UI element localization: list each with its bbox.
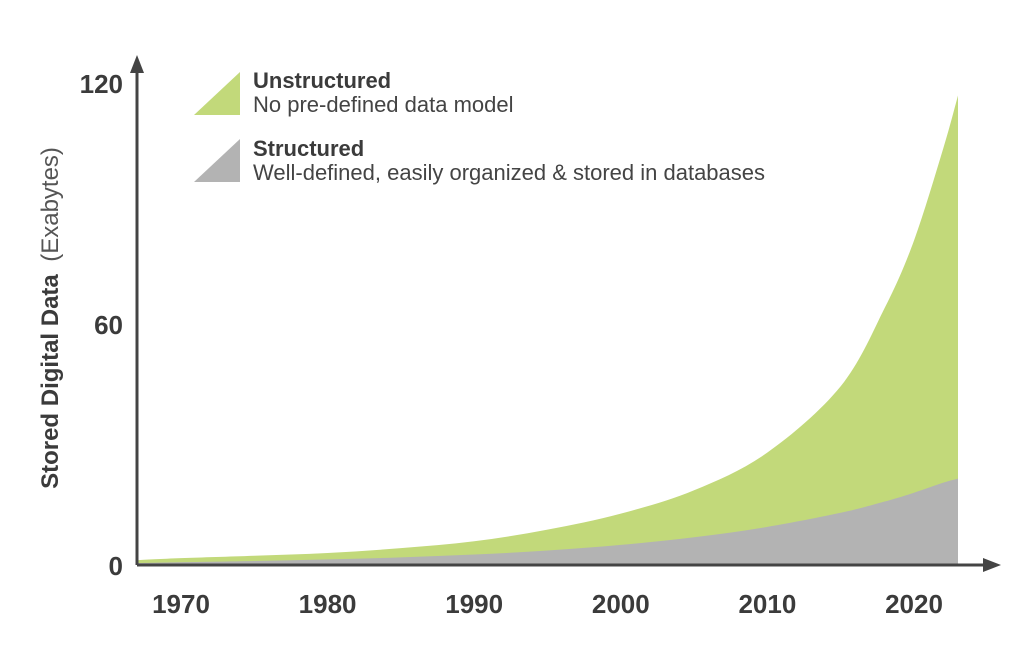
legend-swatch-structured bbox=[194, 139, 240, 182]
x-tick-label: 2000 bbox=[592, 589, 650, 619]
x-tick-label: 2020 bbox=[885, 589, 943, 619]
legend: Unstructured No pre-defined data model S… bbox=[194, 68, 765, 185]
x-tick-label: 2010 bbox=[738, 589, 796, 619]
x-tick-label: 1970 bbox=[152, 589, 210, 619]
axes-group bbox=[130, 55, 1001, 572]
legend-swatch-unstructured bbox=[194, 72, 240, 115]
legend-desc-structured: Well-defined, easily organized & stored … bbox=[253, 160, 765, 185]
y-axis-label: Stored Digital Data (Exabytes) bbox=[37, 147, 64, 489]
y-axis-label-main: Stored Digital Data bbox=[37, 274, 64, 489]
y-axis-arrow-icon bbox=[130, 55, 144, 73]
legend-title-unstructured: Unstructured bbox=[253, 68, 391, 93]
x-tick-labels: 1970 1980 1990 2000 2010 2020 bbox=[152, 589, 943, 619]
x-axis-arrow-icon bbox=[983, 558, 1001, 572]
x-tick-label: 1980 bbox=[299, 589, 357, 619]
area-series-group bbox=[137, 95, 958, 565]
y-tick-label: 120 bbox=[80, 69, 123, 99]
y-tick-labels: 0 60 120 bbox=[80, 69, 123, 581]
y-tick-label: 0 bbox=[109, 551, 123, 581]
x-tick-label: 1990 bbox=[445, 589, 503, 619]
legend-desc-unstructured: No pre-defined data model bbox=[253, 92, 514, 117]
y-tick-label: 60 bbox=[94, 310, 123, 340]
legend-title-structured: Structured bbox=[253, 136, 364, 161]
y-axis-label-unit: (Exabytes) bbox=[37, 147, 64, 262]
area-structured bbox=[137, 478, 958, 565]
